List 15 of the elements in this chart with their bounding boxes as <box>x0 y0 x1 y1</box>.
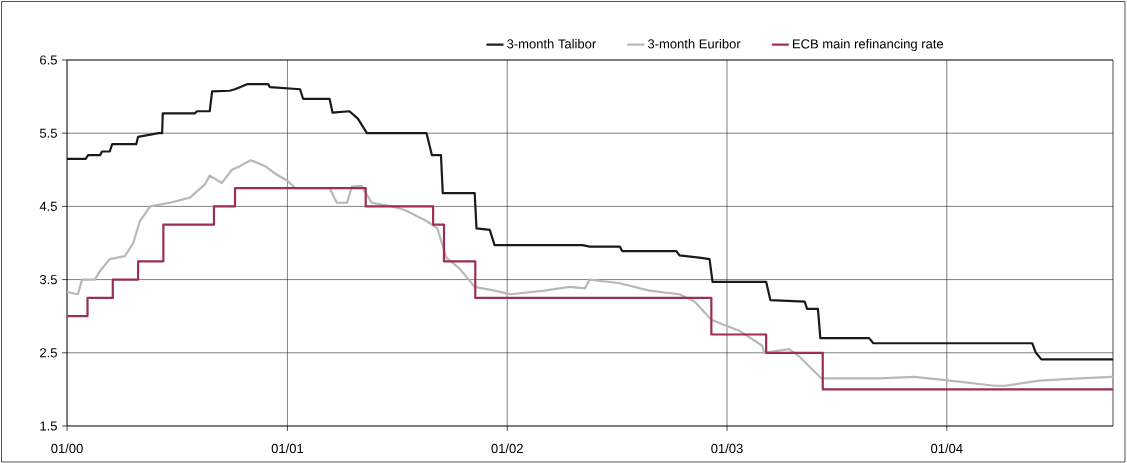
x-tick-label: 01/02 <box>491 443 523 454</box>
y-tick-label: 3.5 <box>39 274 57 285</box>
legend-label: 3-month Euribor <box>647 38 741 49</box>
x-tick-label: 01/01 <box>271 443 304 454</box>
y-tick-label: 1.5 <box>40 421 57 431</box>
x-tick-label: 01/04 <box>931 443 963 454</box>
legend-label: 3-month Talibor <box>507 38 596 49</box>
line-series <box>67 83 1113 361</box>
legend-label: ECB main refinancing rate <box>793 38 944 52</box>
y-tick-label: 4.5 <box>39 201 57 211</box>
x-tick-label: 01/00 <box>51 443 83 454</box>
y-tick-label: 2.5 <box>40 348 57 358</box>
y-tick-label: 6.5 <box>40 55 57 65</box>
x-tick-label: 01/03 <box>711 443 743 454</box>
y-tick-label: 5.5 <box>39 128 57 138</box>
